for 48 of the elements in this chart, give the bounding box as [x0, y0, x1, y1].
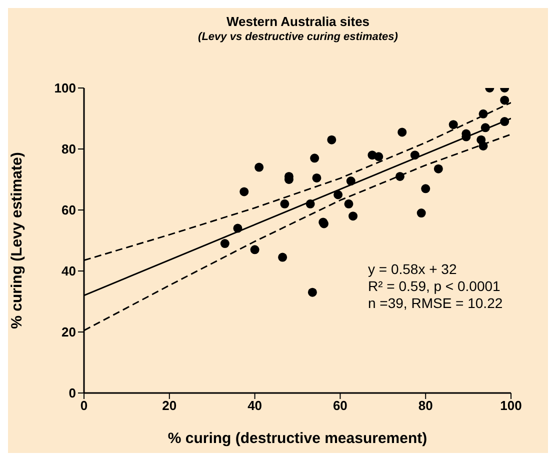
y-tick-label: 100: [54, 80, 76, 96]
x-tick-label: 0: [80, 398, 88, 414]
annotation: R² = 0.59, p < 0.0001: [368, 278, 502, 295]
y-tick-label: 80: [62, 142, 76, 157]
point: [308, 288, 317, 297]
point: [250, 245, 260, 254]
x-tick-label: 80: [418, 398, 433, 414]
chart-subtitle: (Levy vs destructive curing estimates): [197, 31, 399, 43]
point: [348, 212, 358, 221]
point: [220, 239, 230, 248]
y-axis-title: % curing (Levy estimate): [8, 152, 26, 329]
y-tick-label: 60: [62, 202, 76, 218]
point: [410, 150, 420, 160]
point: [398, 128, 407, 137]
y-tick-label: 40: [62, 264, 76, 279]
point: [306, 199, 315, 208]
point: [310, 154, 320, 163]
point: [478, 141, 488, 150]
point: [478, 109, 488, 118]
point: [448, 120, 458, 130]
x-tick-label: 60: [332, 398, 348, 414]
point: [500, 117, 510, 126]
point: [395, 172, 404, 181]
point: [254, 162, 264, 172]
x-tick-label: 40: [248, 398, 262, 414]
point: [312, 173, 322, 182]
point: [480, 123, 490, 132]
x-tick-label: 20: [162, 398, 177, 414]
annotation: y = 0.58x + 32: [368, 261, 458, 278]
point: [278, 252, 288, 262]
y-tick-label: 0: [68, 386, 76, 401]
point: [327, 135, 336, 144]
point: [374, 152, 384, 162]
chart-title: Western Australia sites: [225, 14, 371, 29]
annotation: n =39, RMSE = 10.22: [368, 295, 503, 312]
point: [334, 190, 343, 200]
point: [233, 224, 242, 233]
point: [500, 96, 510, 105]
point: [416, 208, 426, 218]
y-tick-label: 20: [62, 324, 76, 340]
point: [240, 187, 249, 196]
point: [280, 199, 290, 208]
point: [344, 199, 354, 208]
point: [346, 176, 356, 186]
point: [434, 164, 443, 174]
x-tick-label: 100: [500, 398, 522, 414]
x-axis-title: % curing (destructive measurement): [168, 430, 428, 447]
point: [421, 184, 430, 194]
